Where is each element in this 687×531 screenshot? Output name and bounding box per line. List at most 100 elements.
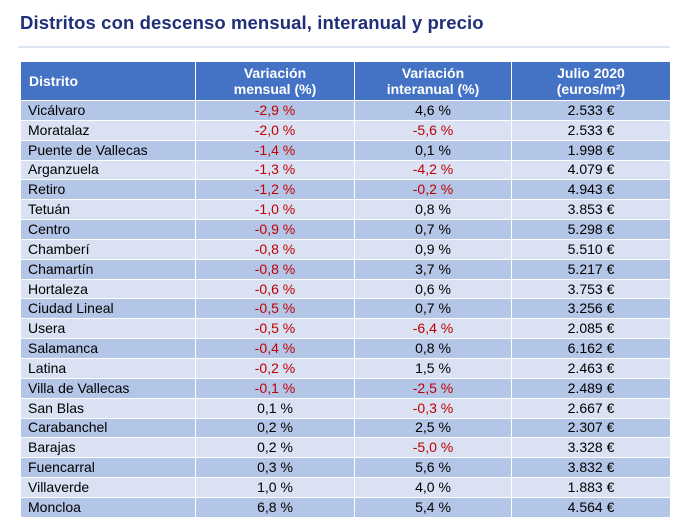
header-price: Julio 2020 (euros/m²) [511, 61, 671, 101]
monthly-change-cell: -1,3 % [195, 159, 355, 181]
district-cell: Ciudad Lineal [20, 298, 196, 320]
table-row: Hortaleza -0,6 % 0,6 % 3.753 € [20, 278, 671, 300]
price-cell: 2.667 € [511, 397, 671, 419]
annual-change-cell: -2,5 % [354, 377, 512, 399]
district-cell: Tetuán [20, 199, 196, 221]
monthly-change-cell: 0,2 % [195, 417, 355, 439]
table-row: Usera -0,5 % -6,4 % 2.085 € [20, 318, 671, 340]
header-price-line2: (euros/m²) [556, 81, 626, 97]
table-row: Ciudad Lineal -0,5 % 0,7 % 3.256 € [20, 298, 671, 320]
price-cell: 3.256 € [511, 298, 671, 320]
page-title: Distritos con descenso mensual, interanu… [20, 12, 484, 33]
monthly-change-cell: 1,0 % [195, 477, 355, 498]
monthly-change-cell: -0,8 % [195, 238, 355, 260]
monthly-change-cell: -0,5 % [195, 318, 355, 340]
district-cell: Moratalaz [20, 119, 196, 141]
price-cell: 1.998 € [511, 139, 671, 161]
price-cell: 4.943 € [511, 179, 671, 201]
monthly-change-cell: -0,1 % [195, 377, 355, 399]
district-cell: Arganzuela [20, 159, 196, 181]
district-cell: Hortaleza [20, 278, 196, 300]
price-cell: 2.489 € [511, 377, 671, 399]
price-cell: 3.832 € [511, 457, 671, 479]
price-cell: 2.533 € [511, 100, 671, 121]
price-cell: 2.085 € [511, 318, 671, 340]
monthly-change-cell: -1,0 % [195, 199, 355, 221]
monthly-change-cell: -2,0 % [195, 119, 355, 141]
annual-change-cell: 5,4 % [354, 496, 512, 518]
monthly-change-cell: -2,9 % [195, 100, 355, 121]
price-cell: 4.564 € [511, 496, 671, 518]
header-annual-line2: interanual (%) [386, 81, 480, 97]
annual-change-cell: 0,1 % [354, 139, 512, 161]
table-row: Fuencarral 0,3 % 5,6 % 3.832 € [20, 457, 671, 479]
annual-change-cell: -0,2 % [354, 179, 512, 201]
annual-change-cell: -6,4 % [354, 318, 512, 340]
district-cell: Moncloa [20, 496, 196, 518]
table-row: Villaverde 1,0 % 4,0 % 1.883 € [20, 477, 671, 498]
header-monthly-line2: mensual (%) [233, 81, 317, 97]
annual-change-cell: 5,6 % [354, 457, 512, 479]
annual-change-cell: 0,9 % [354, 238, 512, 260]
table-row: Chamartín -0,8 % 3,7 % 5.217 € [20, 258, 671, 280]
table-row: Arganzuela -1,3 % -4,2 % 4.079 € [20, 159, 671, 181]
price-cell: 1.883 € [511, 477, 671, 498]
monthly-change-cell: -1,4 % [195, 139, 355, 161]
table-row: Barajas 0,2 % -5,0 % 3.328 € [20, 437, 671, 459]
table-row: Chamberí -0,8 % 0,9 % 5.510 € [20, 238, 671, 260]
monthly-change-cell: -0,2 % [195, 357, 355, 379]
header-annual: Variación interanual (%) [354, 61, 512, 101]
header-price-line1: Julio 2020 [557, 65, 625, 81]
table-body: Vicálvaro -2,9 % 4,6 % 2.533 € Moratalaz -2,0… [20, 100, 671, 518]
annual-change-cell: 4,6 % [354, 100, 512, 121]
table-row: Centro -0,9 % 0,7 % 5.298 € [20, 219, 671, 240]
table-row: Retiro -1,2 % -0,2 % 4.943 € [20, 179, 671, 201]
district-cell: Salamanca [20, 338, 196, 359]
district-cell: Centro [20, 219, 196, 240]
monthly-change-cell: -1,2 % [195, 179, 355, 201]
annual-change-cell: -0,3 % [354, 397, 512, 419]
price-cell: 5.298 € [511, 219, 671, 240]
monthly-change-cell: -0,5 % [195, 298, 355, 320]
table-row: Vicálvaro -2,9 % 4,6 % 2.533 € [20, 100, 671, 121]
title-divider [18, 46, 670, 48]
table-row: Tetuán -1,0 % 0,8 % 3.853 € [20, 199, 671, 221]
price-cell: 2.463 € [511, 357, 671, 379]
district-cell: Chamartín [20, 258, 196, 280]
price-cell: 6.162 € [511, 338, 671, 359]
annual-change-cell: 1,5 % [354, 357, 512, 379]
annual-change-cell: 0,7 % [354, 298, 512, 320]
header-annual-line1: Variación [401, 65, 465, 81]
table-row: Puente de Vallecas -1,4 % 0,1 % 1.998 € [20, 139, 671, 161]
annual-change-cell: 2,5 % [354, 417, 512, 439]
district-price-table: Distrito Variación mensual (%) Variación… [20, 61, 671, 518]
district-cell: Chamberí [20, 238, 196, 260]
district-cell: Retiro [20, 179, 196, 201]
district-cell: Puente de Vallecas [20, 139, 196, 161]
price-cell: 3.328 € [511, 437, 671, 459]
table-row: Latina -0,2 % 1,5 % 2.463 € [20, 357, 671, 379]
table-header-row: Distrito Variación mensual (%) Variación… [20, 61, 671, 101]
district-cell: Latina [20, 357, 196, 379]
header-monthly: Variación mensual (%) [195, 61, 355, 101]
district-cell: Fuencarral [20, 457, 196, 479]
header-monthly-line1: Variación [243, 65, 307, 81]
header-district: Distrito [20, 61, 196, 101]
monthly-change-cell: -0,4 % [195, 338, 355, 359]
header-district-label: Distrito [29, 73, 78, 89]
annual-change-cell: 4,0 % [354, 477, 512, 498]
annual-change-cell: -5,0 % [354, 437, 512, 459]
table-row: Moncloa 6,8 % 5,4 % 4.564 € [20, 496, 671, 518]
price-cell: 2.533 € [511, 119, 671, 141]
monthly-change-cell: -0,6 % [195, 278, 355, 300]
price-cell: 2.307 € [511, 417, 671, 439]
table-row: Villa de Vallecas -0,1 % -2,5 % 2.489 € [20, 377, 671, 399]
district-cell: Usera [20, 318, 196, 340]
price-cell: 4.079 € [511, 159, 671, 181]
monthly-change-cell: -0,8 % [195, 258, 355, 280]
district-cell: Villaverde [20, 477, 196, 498]
price-cell: 5.510 € [511, 238, 671, 260]
table-row: Carabanchel 0,2 % 2,5 % 2.307 € [20, 417, 671, 439]
annual-change-cell: 0,6 % [354, 278, 512, 300]
price-cell: 3.853 € [511, 199, 671, 221]
